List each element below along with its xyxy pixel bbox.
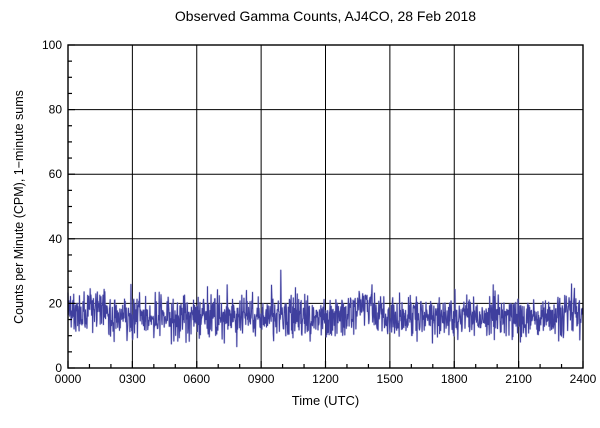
x-tick-label: 1800 bbox=[441, 372, 468, 386]
data-series-line bbox=[67, 269, 584, 348]
x-tick-label: 0000 bbox=[55, 372, 82, 386]
y-tick-label: 80 bbox=[49, 103, 63, 117]
y-tick-label: 100 bbox=[42, 38, 62, 52]
x-tick-label: 1200 bbox=[312, 372, 339, 386]
chart-title: Observed Gamma Counts, AJ4CO, 28 Feb 201… bbox=[174, 8, 477, 24]
y-tick-label: 40 bbox=[49, 232, 63, 246]
y-tick-label: 60 bbox=[49, 167, 63, 181]
x-tick-label: 2400 bbox=[570, 372, 597, 386]
x-axis-label: Time (UTC) bbox=[291, 393, 360, 408]
x-tick-label: 2100 bbox=[505, 372, 532, 386]
x-tick-label: 0300 bbox=[119, 372, 146, 386]
x-tick-label: 1500 bbox=[377, 372, 404, 386]
y-tick-label: 0 bbox=[55, 361, 62, 375]
x-tick-label: 0600 bbox=[183, 372, 210, 386]
x-tick-label: 0900 bbox=[248, 372, 275, 386]
y-tick-label: 20 bbox=[49, 296, 63, 310]
